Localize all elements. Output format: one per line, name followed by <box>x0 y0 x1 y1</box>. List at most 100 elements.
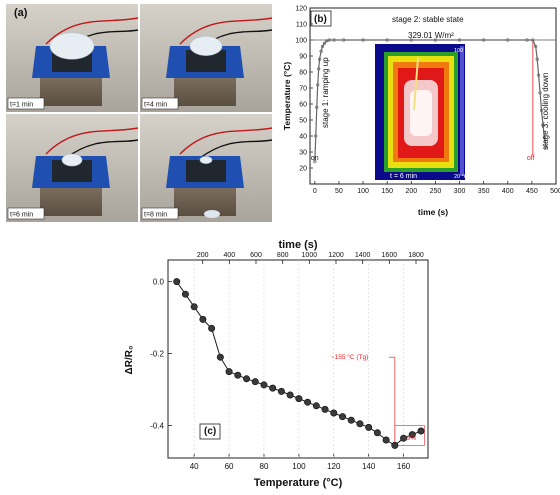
resistance-point <box>304 398 312 406</box>
y-tick-label-b: 100 <box>295 38 307 45</box>
photo-time-label: t=1 min <box>10 102 33 109</box>
temperature-point <box>385 38 389 42</box>
x2-tick-label-c: 600 <box>250 252 262 259</box>
resistance-point <box>321 405 329 413</box>
x2-tick-label-c: 1600 <box>382 252 398 259</box>
x-axis-title-b: time (s) <box>418 207 448 217</box>
x-tick-label-b: 200 <box>405 188 417 195</box>
resistance-point <box>199 315 207 323</box>
x2-tick-label-c: 1000 <box>302 252 318 259</box>
x2-axis-title-c: time (s) <box>278 239 317 251</box>
y-tick-label-b: 110 <box>296 22 307 29</box>
resistance-point <box>234 371 242 379</box>
temperature-point <box>539 108 544 112</box>
resistance-point <box>347 416 355 424</box>
x-tick-label-c: 120 <box>327 462 341 471</box>
photo-time-label: t=6 min <box>10 212 33 219</box>
temperature-point <box>535 57 539 61</box>
y-tick-label-b: 50 <box>299 118 307 125</box>
photo-heater <box>52 160 92 182</box>
photo-ice <box>189 36 223 56</box>
temperature-point <box>534 44 538 49</box>
temperature-point <box>541 123 545 127</box>
y-tick-label-c: -0.2 <box>150 350 164 359</box>
x-tick-label-b: 400 <box>502 188 514 195</box>
resistance-point <box>251 378 259 386</box>
y-tick-label-b: 70 <box>299 86 307 93</box>
resistance-point <box>365 423 373 431</box>
temperature-point <box>506 38 510 42</box>
chart-c: 40 60 80 100 120 140 160 200 400 600 800 1000 1200 14… <box>120 238 445 490</box>
x-tick-label-c: 60 <box>225 462 234 471</box>
panel-label-a: (a) <box>14 7 28 19</box>
tg-annotation: ~155 °C (Tg) <box>331 353 368 361</box>
x2-tick-label-c: 400 <box>223 252 235 259</box>
photo-heater <box>186 50 226 72</box>
resistance-point <box>312 402 320 410</box>
temperature-point <box>525 38 529 42</box>
temperature-point <box>316 83 320 87</box>
resistance-point <box>173 278 181 286</box>
chart-c-svg: 40 60 80 100 120 140 160 200 400 600 800 1000 1200 14… <box>124 239 429 489</box>
y-tick-label-b: 120 <box>295 6 307 13</box>
resistance-point <box>190 303 198 311</box>
resistance-point <box>216 353 224 361</box>
photo-wire <box>65 139 139 159</box>
resistance-point <box>269 384 277 392</box>
photo-time-box <box>141 97 179 110</box>
stage3-label: stage 3: cooling down <box>541 73 550 150</box>
chart-b-svg: 100 °C 20 °C t = 6 min 0 50 100 150 200 250 30… <box>282 6 560 218</box>
power-label: 329.01 W/m² <box>408 31 454 40</box>
photo-panel-a: t=1 min t=4 min t=6 min t=8 min (a) <box>0 0 278 230</box>
y-tick-label-b: 20 <box>299 166 307 173</box>
x-tick-label-c: 40 <box>190 462 199 471</box>
x2-tick-label-c: 200 <box>197 252 209 259</box>
resistance-point <box>356 420 364 428</box>
temperature-point <box>317 67 321 71</box>
resistance-point <box>295 395 303 403</box>
temperature-point <box>322 41 327 45</box>
temperature-point <box>409 38 413 42</box>
temperature-point <box>314 134 318 138</box>
photo-wire <box>179 127 273 155</box>
temperature-point <box>538 91 542 95</box>
drop-annotation: ~9% <box>403 435 416 442</box>
resistance-point <box>373 429 381 437</box>
y-axis-title-b: Temperature (°C) <box>284 62 292 131</box>
photo-time-label: t=4 min <box>144 102 167 109</box>
photo-wire <box>45 17 139 45</box>
y-tick-label-b: 80 <box>299 70 307 77</box>
x2-tick-label-c: 1400 <box>355 252 371 259</box>
resistance-point <box>338 413 346 421</box>
temperature-point <box>318 57 322 61</box>
photo-grid: t=1 min t=4 min t=6 min t=8 min (a) <box>6 4 273 222</box>
photo-time-box <box>7 207 45 220</box>
photo-heater <box>186 160 226 182</box>
photo-time-box <box>141 207 179 220</box>
resistance-point <box>400 434 408 442</box>
y-tick-label-b: 40 <box>299 134 307 141</box>
temperature-point <box>361 38 365 42</box>
temperature-point <box>327 38 331 42</box>
temperature-point <box>537 73 541 77</box>
x2-tick-label-c: 800 <box>277 252 289 259</box>
y-tick-label-b: 90 <box>299 54 307 61</box>
off-label: off <box>527 155 535 162</box>
inset-max-label: 100 °C <box>454 48 471 54</box>
temperature-point <box>542 136 547 140</box>
temperature-point <box>320 44 325 49</box>
stage2-label: stage 2: stable state <box>392 15 464 24</box>
temperature-point <box>457 38 462 42</box>
y-tick-label-c: 0.0 <box>153 278 165 287</box>
resistance-point <box>417 427 425 435</box>
temperature-point <box>319 49 323 53</box>
inset-time-label: t = 6 min <box>390 173 417 180</box>
photo-ice <box>61 153 83 167</box>
x-tick-label-c: 100 <box>292 462 306 471</box>
x-tick-label-b: 100 <box>357 188 369 195</box>
x-tick-label-b: 450 <box>526 188 538 195</box>
temperature-point <box>544 145 548 149</box>
panel-label-b: (b) <box>314 14 327 25</box>
photo-wire <box>199 139 273 159</box>
x-tick-label-c: 140 <box>362 462 376 471</box>
